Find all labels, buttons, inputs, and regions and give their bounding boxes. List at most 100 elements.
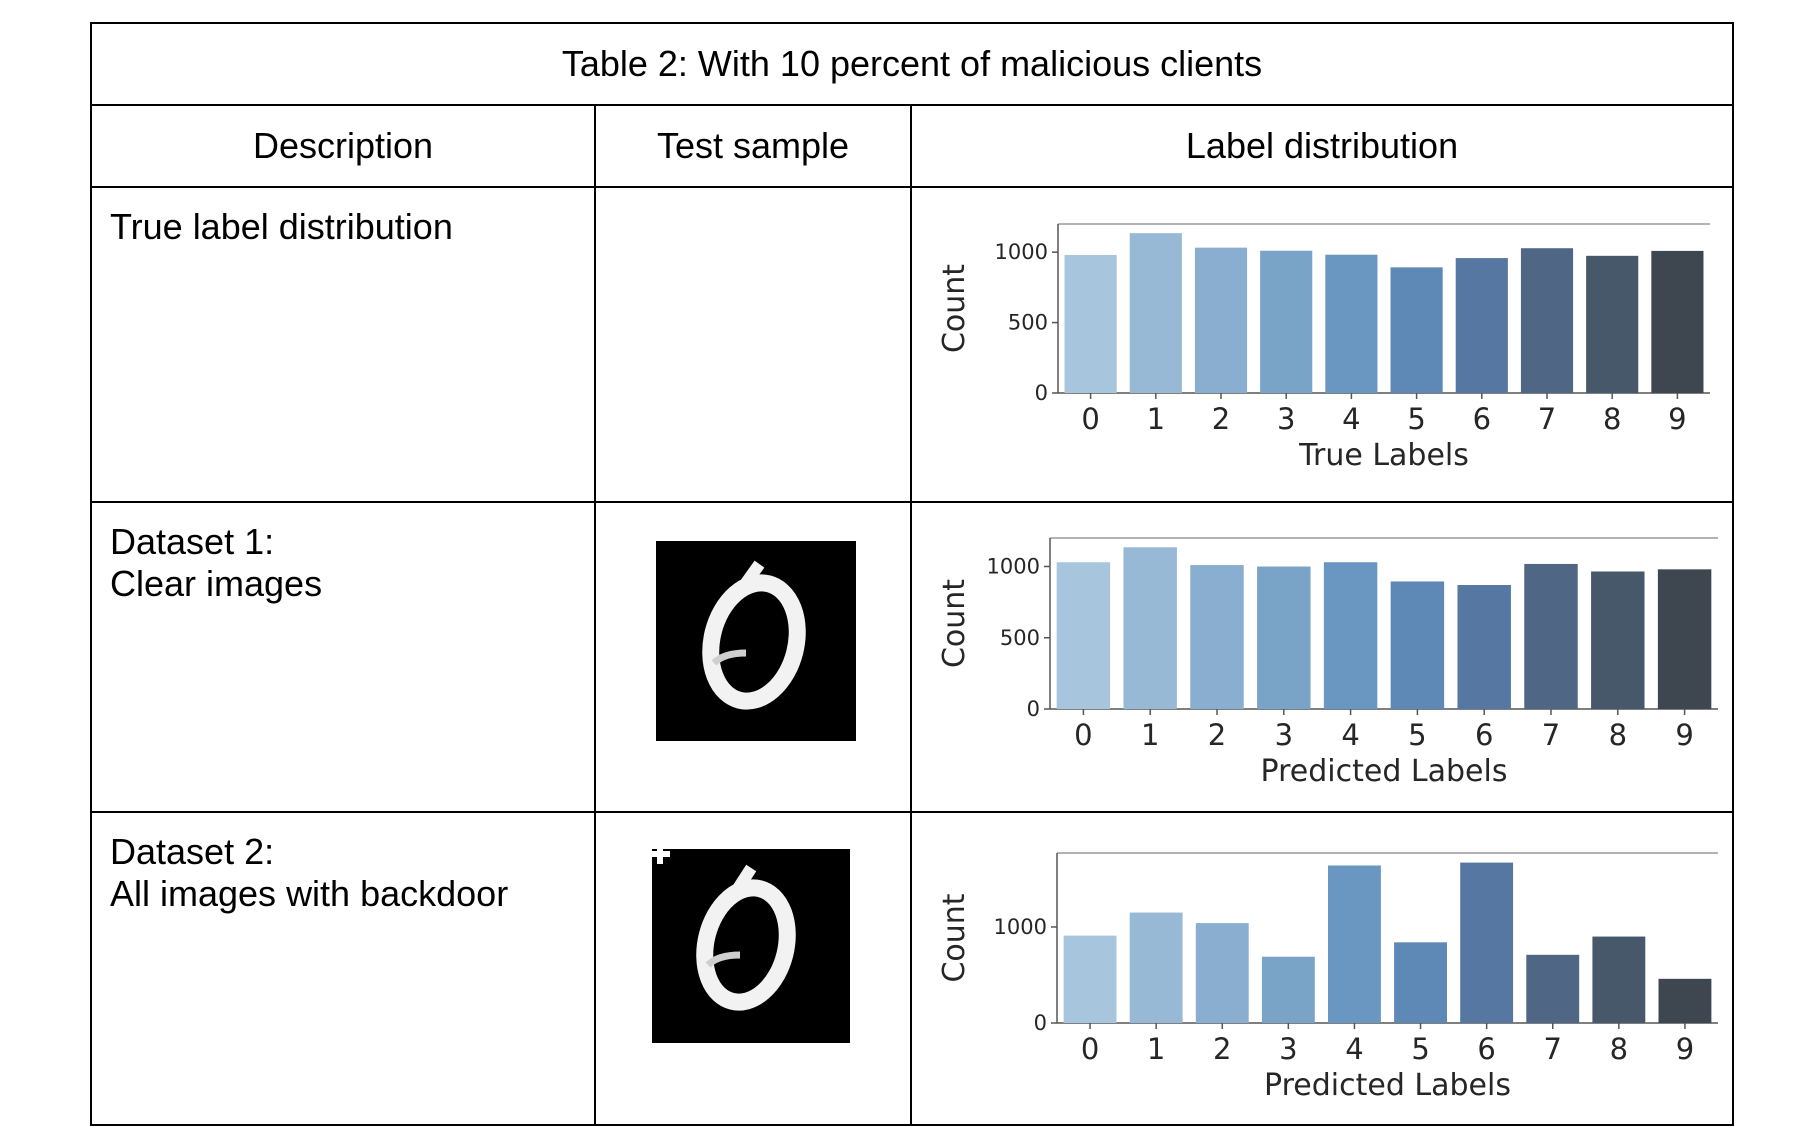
x-tick-label: 9 bbox=[1668, 402, 1686, 436]
digit-zero-backdoor-image bbox=[650, 844, 850, 1043]
x-tick-label: 1 bbox=[1141, 718, 1159, 752]
bar-7 bbox=[1526, 954, 1580, 1023]
x-tick-label: 8 bbox=[1609, 718, 1627, 752]
row-description: Dataset 1: Clear images bbox=[90, 501, 596, 813]
bar-6 bbox=[1455, 258, 1508, 393]
x-tick-label: 1 bbox=[1147, 402, 1165, 436]
x-axis-label: Predicted Labels bbox=[1261, 754, 1508, 789]
bar-3 bbox=[1260, 250, 1313, 393]
table-row: Dataset 2: All images with backdoor 0 1 2 3… bbox=[90, 811, 1735, 1126]
test-sample-cell bbox=[594, 811, 912, 1126]
x-tick-label: 2 bbox=[1212, 402, 1230, 436]
bar-7 bbox=[1524, 563, 1578, 709]
x-tick-label: 0 bbox=[1081, 1032, 1099, 1066]
y-tick-label: 500 bbox=[1008, 311, 1048, 335]
x-tick-label: 6 bbox=[1475, 718, 1493, 752]
y-axis-label: Count bbox=[937, 264, 972, 353]
x-tick-label: 5 bbox=[1411, 1032, 1429, 1066]
x-tick-label: 4 bbox=[1342, 402, 1360, 436]
x-tick-label: 5 bbox=[1408, 718, 1426, 752]
header-test-sample: Test sample bbox=[594, 104, 912, 188]
table-caption: Table 2: With 10 percent of malicious cl… bbox=[89, 22, 1735, 106]
y-tick-label: 1000 bbox=[987, 555, 1040, 579]
bar-chart-predicted-labels-backdoor: 0 1 2 3 4 5 6 7 8 9 0 1000 Predicted Labels Count bbox=[937, 852, 1718, 1103]
y-tick-label: 500 bbox=[1000, 626, 1040, 650]
x-tick-label: 3 bbox=[1275, 718, 1293, 752]
x-tick-label: 8 bbox=[1603, 402, 1621, 436]
description-line: Dataset 2: bbox=[110, 831, 275, 872]
description-line: Dataset 1: bbox=[110, 521, 275, 562]
bar-8 bbox=[1591, 571, 1645, 709]
x-tick-label: 2 bbox=[1213, 1032, 1231, 1066]
x-tick-label: 9 bbox=[1675, 718, 1693, 752]
x-tick-label: 7 bbox=[1542, 718, 1560, 752]
bar-7 bbox=[1520, 248, 1574, 393]
bar-1 bbox=[1123, 547, 1177, 709]
x-tick-label: 6 bbox=[1477, 1032, 1495, 1066]
x-tick-label: 8 bbox=[1610, 1032, 1628, 1066]
test-sample-cell-empty bbox=[594, 186, 912, 503]
bar-4 bbox=[1323, 562, 1378, 709]
y-tick-label: 1000 bbox=[994, 915, 1047, 939]
bar-8 bbox=[1592, 936, 1646, 1023]
x-axis-label: Predicted Labels bbox=[1264, 1068, 1511, 1103]
x-tick-label: 5 bbox=[1407, 402, 1425, 436]
description-line: True label distribution bbox=[110, 206, 453, 247]
bar-4 bbox=[1325, 254, 1378, 393]
label-distribution-cell: 0 1 2 3 4 5 6 7 8 9 0 500 1000 Predicted Labels Count bbox=[909, 501, 1735, 813]
description-line: All images with backdoor bbox=[110, 873, 509, 915]
description-line: Clear images bbox=[110, 563, 323, 605]
x-axis-label: True Labels bbox=[1298, 438, 1469, 473]
x-tick-label: 0 bbox=[1081, 402, 1099, 436]
bar-2 bbox=[1195, 923, 1249, 1023]
y-tick-label: 0 bbox=[1035, 381, 1048, 405]
bar-5 bbox=[1390, 267, 1443, 393]
y-axis-label: Count bbox=[937, 893, 972, 982]
bar-5 bbox=[1390, 581, 1445, 709]
bar-2 bbox=[1190, 565, 1244, 709]
test-sample-cell bbox=[594, 501, 912, 813]
x-tick-label: 3 bbox=[1279, 1032, 1297, 1066]
bar-4 bbox=[1328, 865, 1381, 1023]
x-tick-label: 6 bbox=[1473, 402, 1491, 436]
header-label-distribution: Label distribution bbox=[909, 104, 1735, 188]
x-tick-label: 1 bbox=[1147, 1032, 1165, 1066]
x-tick-label: 0 bbox=[1074, 718, 1092, 752]
table-row: Dataset 1: Clear images 0 1 2 3 4 5 6 7 8 9 0 500 10… bbox=[90, 501, 1735, 813]
bar-9 bbox=[1657, 569, 1712, 709]
x-tick-label: 4 bbox=[1341, 718, 1359, 752]
bar-1 bbox=[1129, 912, 1183, 1023]
bar-9 bbox=[1651, 250, 1704, 393]
bar-chart-predicted-labels-clear: 0 1 2 3 4 5 6 7 8 9 0 500 1000 Predicted Labels Count bbox=[937, 537, 1718, 789]
x-tick-label: 3 bbox=[1277, 402, 1295, 436]
row-description: Dataset 2: All images with backdoor bbox=[90, 811, 596, 1126]
bar-1 bbox=[1129, 233, 1182, 393]
bar-3 bbox=[1261, 956, 1315, 1023]
backdoor-trigger-icon bbox=[650, 844, 670, 864]
table-row: True label distribution 0 1 2 3 4 5 6 7 8 9 0 500 10… bbox=[90, 186, 1735, 503]
digit-zero-image bbox=[656, 541, 856, 741]
header-description: Description bbox=[90, 104, 596, 188]
label-distribution-cell: 0 1 2 3 4 5 6 7 8 9 0 1000 Predicted Labels Count bbox=[909, 811, 1735, 1126]
x-tick-label: 4 bbox=[1345, 1032, 1363, 1066]
bar-0 bbox=[1064, 254, 1117, 393]
x-tick-label: 9 bbox=[1676, 1032, 1694, 1066]
label-distribution-cell: 0 1 2 3 4 5 6 7 8 9 0 500 1000 True Labels Count bbox=[909, 186, 1735, 503]
bar-5 bbox=[1394, 942, 1447, 1023]
bar-6 bbox=[1460, 862, 1514, 1023]
results-table: Table 2: With 10 percent of malicious cl… bbox=[89, 22, 1735, 1126]
y-axis-label: Count bbox=[937, 579, 972, 668]
x-tick-label: 7 bbox=[1538, 402, 1556, 436]
bar-8 bbox=[1586, 255, 1639, 393]
bar-6 bbox=[1457, 585, 1511, 709]
row-description: True label distribution bbox=[90, 186, 596, 503]
bar-3 bbox=[1257, 566, 1311, 709]
bar-2 bbox=[1194, 247, 1248, 393]
bar-0 bbox=[1063, 935, 1117, 1023]
x-tick-label: 2 bbox=[1208, 718, 1226, 752]
bar-9 bbox=[1658, 978, 1712, 1023]
x-tick-label: 7 bbox=[1544, 1032, 1562, 1066]
y-tick-label: 1000 bbox=[995, 240, 1048, 264]
bar-chart-true-labels: 0 1 2 3 4 5 6 7 8 9 0 500 1000 True Labels Count bbox=[937, 223, 1710, 473]
y-tick-label: 0 bbox=[1034, 1011, 1047, 1035]
